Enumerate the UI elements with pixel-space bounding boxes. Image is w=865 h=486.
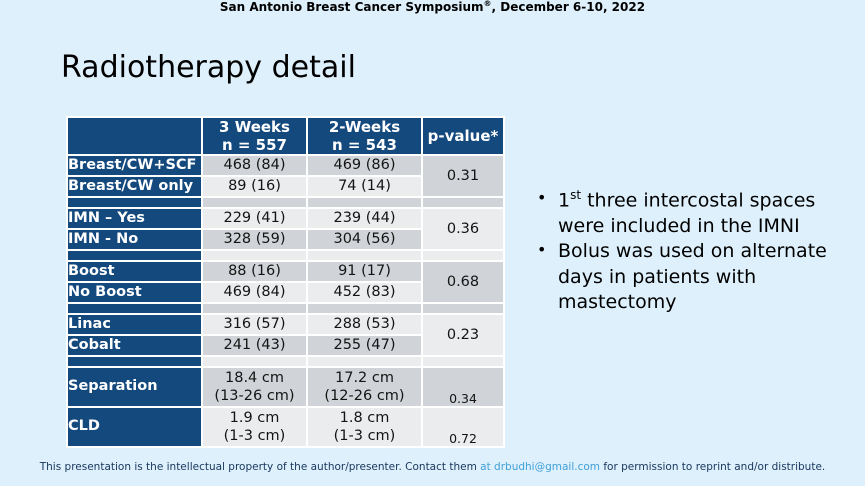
bullet-text-intercostal: 1st three intercostal spaces were includ… [558, 188, 816, 237]
table-row: Separation 18.4 cm (13-26 cm) 17.2 cm (1… [68, 368, 503, 406]
cell-3weeks: 469 (84) [203, 283, 306, 302]
table-row: CLD 1.9 cm (1-3 cm) 1.8 cm (1-3 cm) 0.72 [68, 408, 503, 446]
row-label: CLD [68, 408, 201, 446]
table-row: IMN - No 328 (59) 304 (56) [68, 230, 503, 249]
footer-text-pre: This presentation is the intellectual pr… [39, 461, 477, 473]
row-label: Linac [68, 315, 201, 334]
cell-3weeks: 18.4 cm (13-26 cm) [203, 368, 306, 406]
cell-pvalue: 0.36 [423, 209, 503, 249]
cell-pvalue: 0.72 [423, 408, 503, 446]
bullet-text-bolus: Bolus was used on alternate days in pati… [558, 240, 827, 314]
cell-3weeks: 89 (16) [203, 177, 306, 196]
table-row: Boost 88 (16) 91 (17) 0.68 [68, 262, 503, 302]
cell-2weeks: 255 (47) [308, 336, 421, 355]
cell-2weeks: 239 (44) [308, 209, 421, 228]
cell-pvalue: 0.23 [423, 315, 503, 355]
table-row: Cobalt 241 (43) 255 (47) [68, 336, 503, 355]
conference-header-text: San Antonio Breast Cancer Symposium [219, 0, 484, 14]
notes-bullet-list: • 1st three intercostal spaces were incl… [537, 187, 855, 316]
row-label: IMN – Yes [68, 209, 201, 228]
table-row: IMN – Yes 229 (41) 239 (44) 0.36 [68, 209, 503, 249]
cell-3weeks: 1.9 cm (1-3 cm) [203, 408, 306, 446]
cell-pvalue: 0.34 [423, 368, 503, 406]
cell-3weeks: 468 (84) [203, 156, 306, 175]
footer-disclaimer: This presentation is the intellectual pr… [0, 461, 865, 473]
row-label: Separation [68, 368, 201, 406]
table-row: Breast/CW+SCF 468 (84) 469 (86) 0.31 [68, 156, 503, 196]
spacer-row [68, 357, 503, 366]
page-title: Radiotherapy detail [61, 50, 356, 85]
table-header-row: 3 Weeks n = 557 2-Weeks n = 543 p-value* [68, 118, 503, 154]
spacer-row [68, 198, 503, 207]
column-header-3weeks: 3 Weeks n = 557 [203, 118, 306, 154]
table-row: Linac 316 (57) 288 (53) 0.23 [68, 315, 503, 355]
cell-3weeks: 229 (41) [203, 209, 306, 228]
spacer-row [68, 251, 503, 260]
table-row: No Boost 469 (84) 452 (83) [68, 283, 503, 302]
cell-3weeks: 241 (43) [203, 336, 306, 355]
cell-2weeks: 91 (17) [308, 262, 421, 281]
cell-2weeks: 452 (83) [308, 283, 421, 302]
row-label: No Boost [68, 283, 201, 302]
column-header-pvalue: p-value* [423, 118, 503, 154]
cell-2weeks: 288 (53) [308, 315, 421, 334]
bullet-marker: • [537, 188, 547, 207]
email-link[interactable]: at drbudhi@gmail.com [480, 461, 601, 473]
column-header-2weeks: 2-Weeks n = 543 [308, 118, 421, 154]
row-label: Breast/CW+SCF [68, 156, 201, 175]
row-label: Boost [68, 262, 201, 281]
cell-3weeks: 88 (16) [203, 262, 306, 281]
cell-2weeks: 17.2 cm (12-26 cm) [308, 368, 421, 406]
registered-trademark-symbol: ® [483, 0, 492, 8]
table-row: Breast/CW only 89 (16) 74 (14) [68, 177, 503, 196]
bullet-marker: • [537, 240, 547, 260]
row-label: IMN - No [68, 230, 201, 249]
row-label: Cobalt [68, 336, 201, 355]
cell-pvalue: 0.68 [423, 262, 503, 302]
cell-3weeks: 328 (59) [203, 230, 306, 249]
cell-3weeks: 316 (57) [203, 315, 306, 334]
list-item: • 1st three intercostal spaces were incl… [537, 187, 855, 239]
footer-text-post: for permission to reprint and/or distrib… [603, 461, 826, 473]
spacer-row [68, 304, 503, 313]
list-item: • Bolus was used on alternate days in pa… [537, 239, 855, 315]
cell-2weeks: 74 (14) [308, 177, 421, 196]
table-corner-cell [68, 118, 201, 154]
cell-2weeks: 1.8 cm (1-3 cm) [308, 408, 421, 446]
cell-pvalue: 0.31 [423, 156, 503, 196]
conference-header: San Antonio Breast Cancer Symposium®, De… [0, 0, 865, 14]
radiotherapy-table: 3 Weeks n = 557 2-Weeks n = 543 p-value*… [66, 116, 505, 448]
row-label: Breast/CW only [68, 177, 201, 196]
conference-header-date: , December 6-10, 2022 [491, 0, 646, 14]
cell-2weeks: 469 (86) [308, 156, 421, 175]
cell-2weeks: 304 (56) [308, 230, 421, 249]
